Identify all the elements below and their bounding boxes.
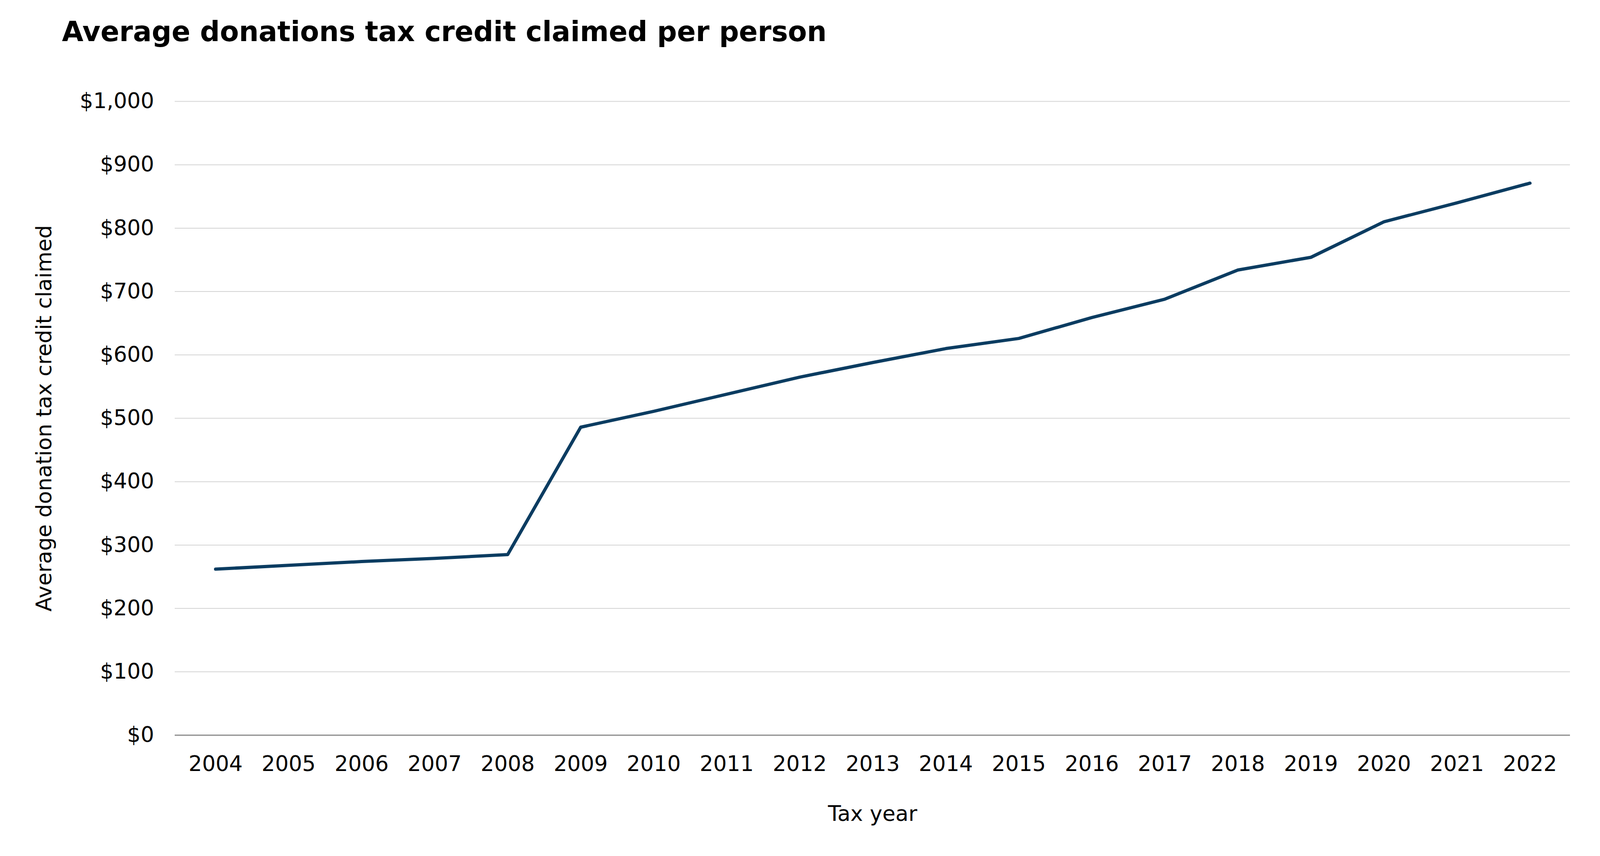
svg-text:2013: 2013 <box>845 751 900 777</box>
svg-text:2007: 2007 <box>407 751 462 777</box>
svg-text:$600: $600 <box>99 341 154 367</box>
svg-text:2005: 2005 <box>261 751 316 777</box>
svg-text:2015: 2015 <box>991 751 1046 777</box>
svg-text:2011: 2011 <box>699 751 754 777</box>
svg-text:2022: 2022 <box>1502 751 1558 777</box>
svg-text:$200: $200 <box>99 595 154 621</box>
svg-text:2019: 2019 <box>1283 751 1338 777</box>
svg-text:2021: 2021 <box>1429 751 1484 777</box>
svg-text:Tax year: Tax year <box>827 801 917 827</box>
svg-text:2018: 2018 <box>1210 751 1265 777</box>
svg-text:2010: 2010 <box>626 751 681 777</box>
svg-text:$900: $900 <box>99 151 154 177</box>
svg-text:2020: 2020 <box>1356 751 1411 777</box>
svg-text:2016: 2016 <box>1064 751 1119 777</box>
svg-text:$100: $100 <box>99 659 154 684</box>
svg-text:$0: $0 <box>127 722 155 748</box>
svg-text:2008: 2008 <box>480 751 535 777</box>
svg-text:2009: 2009 <box>553 751 608 777</box>
svg-text:2006: 2006 <box>334 751 389 777</box>
svg-text:$800: $800 <box>99 215 154 241</box>
svg-text:2012: 2012 <box>772 751 827 777</box>
svg-text:$1,000: $1,000 <box>79 88 155 114</box>
svg-text:2017: 2017 <box>1137 751 1192 777</box>
svg-text:2004: 2004 <box>188 751 243 777</box>
svg-text:$300: $300 <box>99 532 154 558</box>
svg-text:$400: $400 <box>99 468 154 494</box>
svg-text:$500: $500 <box>99 405 154 431</box>
html-text:Average donations tax credit c: Average donations tax credit claimed per… <box>61 15 827 48</box>
svg-text:$700: $700 <box>99 278 154 304</box>
svg-text:Average donation tax credit cl: Average donation tax credit claimed <box>31 225 57 612</box>
svg-text:2014: 2014 <box>918 751 973 777</box>
